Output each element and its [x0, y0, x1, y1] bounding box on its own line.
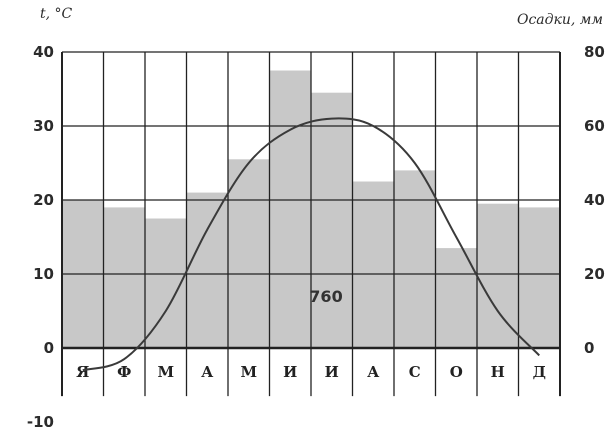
left-tick-label: 10	[33, 265, 54, 283]
month-label: Д	[533, 363, 546, 381]
precipitation-bar	[518, 207, 560, 348]
left-tick-label: 20	[33, 191, 54, 209]
precipitation-bar	[477, 203, 519, 348]
month-label: А	[201, 363, 214, 381]
left-axis-ticks: 40 30 20 10 0 -10	[27, 43, 54, 431]
month-label: А	[367, 363, 380, 381]
precipitation-bar	[186, 192, 228, 348]
right-tick-label: 0	[584, 339, 594, 357]
month-label: Ф	[117, 363, 131, 381]
right-tick-label: 60	[584, 117, 605, 135]
right-tick-label: 80	[584, 43, 605, 61]
month-label: Я	[76, 363, 89, 381]
left-axis-title: t, °C	[40, 6, 73, 22]
temperature-line	[82, 117, 540, 372]
precipitation-bar	[145, 218, 187, 348]
precipitation-bar	[103, 207, 145, 348]
month-label: М	[240, 363, 257, 381]
right-tick-label: 20	[584, 265, 605, 283]
precipitation-bar	[228, 159, 270, 348]
precipitation-bar	[269, 70, 311, 348]
left-tick-label: 0	[44, 339, 54, 357]
right-axis-ticks: 80 60 40 20 0	[584, 43, 605, 357]
annual-precipitation-label: 760	[309, 287, 342, 306]
precipitation-bars	[62, 70, 560, 348]
month-label: И	[325, 363, 339, 381]
right-axis-title: Осадки, мм	[517, 12, 603, 28]
month-label: О	[450, 363, 463, 381]
month-label: С	[409, 363, 421, 381]
precipitation-bar	[394, 170, 436, 348]
precipitation-bar	[352, 181, 394, 348]
month-label: М	[157, 363, 174, 381]
month-label: И	[283, 363, 297, 381]
left-tick-label: 30	[33, 117, 54, 135]
month-label: Н	[491, 363, 505, 381]
grid-lines	[61, 51, 561, 397]
left-tick-label: -10	[27, 413, 54, 431]
left-tick-label: 40	[33, 43, 54, 61]
precipitation-bar	[311, 92, 353, 348]
right-tick-label: 40	[584, 191, 605, 209]
